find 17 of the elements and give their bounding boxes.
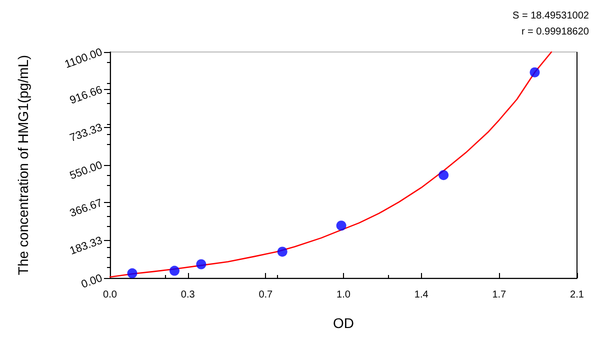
text: r = 0.99918620 [521, 26, 590, 38]
x-axis-title: OD [333, 315, 354, 331]
x-tick-label: 1.7 [492, 290, 507, 300]
text: S = 18.49531002 [512, 10, 590, 22]
x-tick-label: 0.3 [180, 290, 196, 300]
x-tick-label: 1.4 [414, 290, 429, 300]
y-tick-label: 550.00 [68, 159, 104, 182]
y-axis-title: The concentration of HMG1(pg/mL) [15, 54, 31, 276]
y-tick-label: 0.00 [80, 272, 104, 291]
x-tick-label: 0.7 [258, 290, 274, 300]
x-tick-label: 0.0 [103, 290, 118, 300]
y-tick-label: 183.33 [68, 234, 104, 258]
x-tick-label: 1.0 [336, 290, 351, 300]
y-tick-label: 366.67 [68, 197, 104, 220]
x-tick-label: 2.1 [570, 290, 584, 300]
y-tick-label: 916.66 [68, 84, 104, 107]
y-tick-label: 733.33 [68, 122, 104, 144]
